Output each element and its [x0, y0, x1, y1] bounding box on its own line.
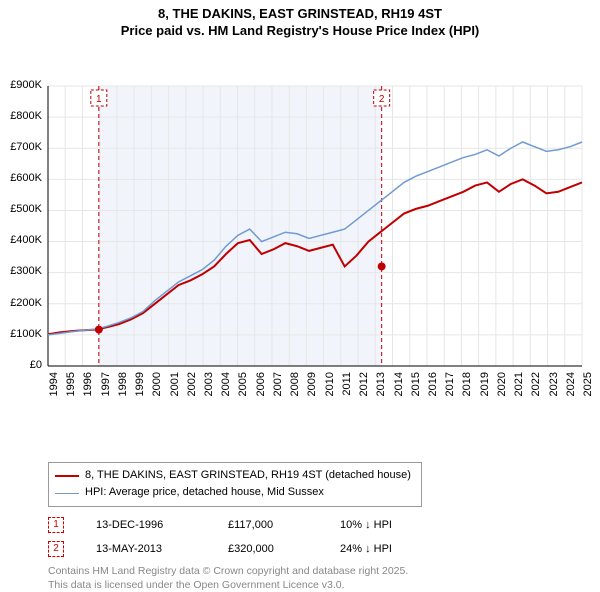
legend-label: HPI: Average price, detached house, Mid …: [85, 484, 324, 502]
x-tick-label: 1997: [100, 372, 112, 402]
legend-item: 8, THE DAKINS, EAST GRINSTEAD, RH19 4ST …: [55, 467, 411, 485]
marker-row: 1 13-DEC-1996 £117,000 10% ↓ HPI: [48, 515, 600, 535]
x-tick-label: 1995: [65, 372, 77, 402]
y-tick-label: £500K: [2, 203, 42, 215]
x-tick-label: 2010: [324, 372, 336, 402]
marker-pct: 10% ↓ HPI: [340, 519, 440, 531]
x-tick-label: 2004: [220, 372, 232, 402]
x-tick-label: 2002: [186, 372, 198, 402]
x-tick-label: 2022: [530, 372, 542, 402]
y-tick-label: £0: [2, 359, 42, 371]
chart-svg: 12: [0, 40, 600, 410]
svg-text:2: 2: [379, 94, 385, 105]
x-tick-label: 2025: [582, 372, 594, 402]
x-tick-label: 2011: [341, 372, 353, 402]
marker-date: 13-MAY-2013: [96, 543, 196, 555]
x-tick-label: 2019: [479, 372, 491, 402]
y-tick-label: £800K: [2, 110, 42, 122]
legend-item: HPI: Average price, detached house, Mid …: [55, 484, 411, 502]
x-tick-label: 2017: [444, 372, 456, 402]
legend-box: 8, THE DAKINS, EAST GRINSTEAD, RH19 4ST …: [48, 462, 422, 507]
title-line1: 8, THE DAKINS, EAST GRINSTEAD, RH19 4ST: [0, 6, 600, 23]
x-tick-label: 2024: [565, 372, 577, 402]
legend-label: 8, THE DAKINS, EAST GRINSTEAD, RH19 4ST …: [85, 467, 411, 485]
y-tick-label: £200K: [2, 297, 42, 309]
y-tick-label: £100K: [2, 328, 42, 340]
attribution-line2: This data is licensed under the Open Gov…: [48, 579, 600, 592]
x-tick-label: 2021: [513, 372, 525, 402]
x-tick-label: 2001: [169, 372, 181, 402]
marker-price: £320,000: [228, 543, 308, 555]
y-tick-label: £300K: [2, 265, 42, 277]
marker-row: 2 13-MAY-2013 £320,000 24% ↓ HPI: [48, 539, 600, 559]
x-tick-label: 2013: [375, 372, 387, 402]
x-tick-label: 2007: [272, 372, 284, 402]
x-tick-label: 2018: [461, 372, 473, 402]
y-tick-label: £900K: [2, 79, 42, 91]
x-tick-label: 2009: [306, 372, 318, 402]
x-tick-label: 2005: [237, 372, 249, 402]
title-line2: Price paid vs. HM Land Registry's House …: [0, 23, 600, 40]
legend-swatch: [55, 475, 79, 477]
x-tick-label: 2000: [151, 372, 163, 402]
x-tick-label: 1996: [82, 372, 94, 402]
chart-area: 12 £0£100K£200K£300K£400K£500K£600K£700K…: [0, 40, 600, 410]
x-tick-label: 2020: [496, 372, 508, 402]
attribution-line1: Contains HM Land Registry data © Crown c…: [48, 565, 600, 579]
x-tick-label: 2012: [358, 372, 370, 402]
x-tick-label: 2016: [427, 372, 439, 402]
marker-pct: 24% ↓ HPI: [340, 543, 440, 555]
marker-badge: 1: [48, 517, 64, 533]
x-tick-label: 2008: [289, 372, 301, 402]
svg-text:1: 1: [96, 94, 102, 105]
y-tick-label: £400K: [2, 234, 42, 246]
x-tick-label: 1994: [48, 372, 60, 402]
y-tick-label: £600K: [2, 172, 42, 184]
x-tick-label: 2023: [548, 372, 560, 402]
y-tick-label: £700K: [2, 141, 42, 153]
marker-date: 13-DEC-1996: [96, 519, 196, 531]
legend-swatch: [55, 493, 79, 494]
x-tick-label: 2014: [393, 372, 405, 402]
x-tick-label: 1998: [117, 372, 129, 402]
attribution: Contains HM Land Registry data © Crown c…: [48, 565, 600, 592]
x-tick-label: 2003: [203, 372, 215, 402]
x-tick-label: 2006: [255, 372, 267, 402]
marker-table: 1 13-DEC-1996 £117,000 10% ↓ HPI 2 13-MAY-201…: [48, 515, 600, 559]
x-tick-label: 2015: [410, 372, 422, 402]
chart-title: 8, THE DAKINS, EAST GRINSTEAD, RH19 4ST …: [0, 0, 600, 40]
x-tick-label: 1999: [134, 372, 146, 402]
marker-price: £117,000: [228, 519, 308, 531]
marker-badge: 2: [48, 541, 64, 557]
